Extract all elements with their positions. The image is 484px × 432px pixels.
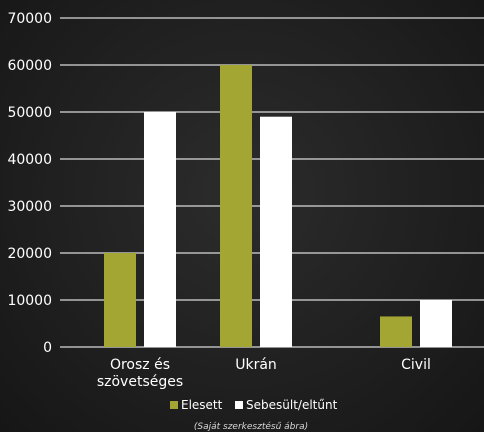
bar-sebesult-2	[420, 300, 452, 347]
x-category-label: Ukrán	[235, 357, 277, 373]
legend-label-sebesult: Sebesült/eltűnt	[246, 398, 338, 412]
y-tick-label: 0	[43, 340, 52, 356]
legend-swatch-elesett	[170, 401, 178, 409]
bars	[104, 65, 452, 347]
y-tick-label: 50000	[7, 105, 52, 121]
bar-elesett-2	[380, 316, 412, 347]
y-tick-label: 30000	[7, 199, 52, 215]
x-category-label-line: Ukrán	[235, 357, 277, 373]
y-tick-label: 20000	[7, 246, 52, 262]
bar-elesett-0	[104, 253, 136, 347]
chart-caption: (Saját szerkesztésű ábra)	[194, 421, 308, 432]
y-tick-label: 70000	[7, 11, 52, 27]
y-tick-label: 60000	[7, 58, 52, 74]
x-category-label-line: Civil	[401, 357, 431, 373]
x-axis-category-labels: Orosz és szövetséges Ukrán Civil	[97, 357, 431, 390]
legend-swatch-sebesult	[235, 401, 243, 409]
y-tick-label: 40000	[7, 152, 52, 168]
legend-label-elesett: Elesett	[181, 398, 223, 412]
bar-sebesult-1	[260, 116, 292, 347]
x-category-label: Orosz és szövetséges	[97, 357, 183, 390]
x-category-label-line: Orosz és	[110, 357, 170, 373]
y-tick-label: 10000	[7, 293, 52, 309]
x-category-label-line: szövetséges	[97, 374, 183, 390]
x-category-label: Civil	[401, 357, 431, 373]
legend: Elesett Sebesült/eltűnt	[170, 398, 338, 412]
bar-elesett-1	[220, 65, 252, 347]
y-axis-tick-labels: 0 10000 20000 30000 40000 50000 60000 70000	[7, 11, 52, 356]
bar-sebesult-0	[144, 112, 176, 347]
